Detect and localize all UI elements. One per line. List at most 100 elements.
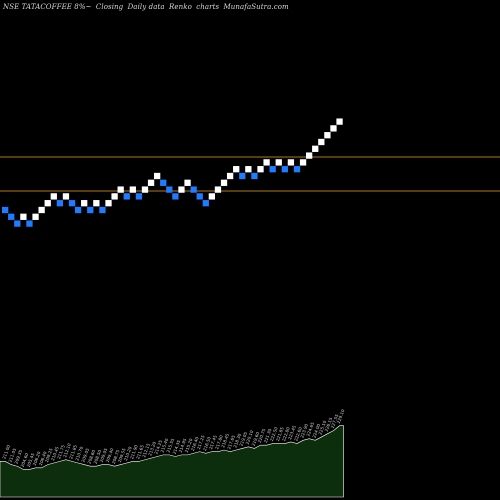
renko-brick-down [56,200,64,207]
charts-label: charts [196,3,220,11]
renko-brick-up [32,213,39,220]
volume-label: 217.25 [196,434,206,450]
volume-label: 210.20 [123,446,133,462]
volume-label: 206.20 [32,450,42,466]
volume-label: 210.70 [74,446,84,462]
renko-brick-up [306,152,313,159]
renko-brick-up [287,159,295,166]
renko-brick-down [190,186,197,193]
renko-brick-up [184,179,191,186]
volume-label: 221.85 [275,426,285,442]
volume-label: 222.60 [293,426,303,442]
volume-label: 222.80 [281,426,291,442]
renko-brick-up [275,159,282,166]
renko-brick-down [251,172,258,180]
volume-label: 211.00 [1,444,11,460]
volume-label: 226.15 [324,416,334,432]
volume-label: 208.60 [87,449,97,465]
renko-brick-down [74,206,82,214]
renko-brick-up [324,132,331,139]
volume-label: 208.50 [93,449,103,465]
renko-brick-down [8,213,15,220]
volume-label: 209.25 [44,447,54,463]
volume-label: 209.40 [105,447,115,463]
renko-brick-up [111,193,118,200]
renko-brick-up [178,186,185,193]
renko-brick-up [233,166,240,173]
renko-brick-up [263,159,270,166]
volume-label: 220.10 [245,429,255,445]
volume-label: 223.90 [299,423,309,439]
daily-label: Daily data [127,3,165,11]
volume-label: 225.10 [318,420,328,436]
renko-brick-down [160,179,167,186]
volume-label: 224.65 [305,421,315,437]
volume-label: 215.20 [184,437,194,453]
volume-label: 217.45 [208,434,218,450]
renko-brick-down [239,172,246,180]
volume-label: 209.05 [80,447,90,463]
renko-brick-down [196,193,203,200]
renko-brick-down [166,186,173,193]
volume-label: 227.55 [330,413,340,429]
volume-label: 223.45 [287,424,297,440]
renko-brick-down [14,220,21,227]
renko-brick-up [50,193,57,200]
renko-brick-down [87,206,94,214]
renko-brick-up [117,186,124,193]
renko-brick-down [202,200,209,207]
renko-brick-up [62,193,70,200]
volume-label: 216.50 [202,436,212,452]
volume-area [0,425,344,498]
renko-brick-up [154,172,161,180]
volume-label: 215.40 [159,437,169,453]
volume-label: 206.40 [38,450,48,466]
volume-label: 216.40 [190,436,200,452]
volume-label: 211.90 [129,444,139,460]
volume-label: 217.65 [226,434,236,450]
volume-label: 220.75 [257,428,267,444]
renko-brick-up [226,172,234,180]
volume-label: 218.30 [232,433,242,449]
volume-label: 219.05 [239,431,249,447]
renko-brick-down [99,206,106,214]
renko-brick-down [2,206,9,214]
renko-brick-up [129,186,136,193]
volume-label: 212.15 [141,442,151,458]
volume-label: 214.35 [172,439,182,455]
renko-brick-down [281,166,288,173]
volume-label: 229.10 [336,408,346,424]
renko-brick-up [299,159,307,166]
renko-brick-up [330,125,337,132]
volume-label: 213.20 [147,441,157,457]
volume-label: 208.75 [111,449,121,465]
renko-brick-up [208,193,216,200]
volume-label: 211.05 [7,447,17,463]
renko-brick-up [336,118,343,125]
volume-label: 212.10 [62,442,72,458]
renko-brick-up [245,166,252,173]
volume-label: 221.30 [263,428,273,444]
renko-brick-down [123,193,130,200]
volume-label: 211.85 [68,444,78,460]
renko-brick-up [312,145,319,152]
volume-label: 211.75 [56,444,66,460]
renko-brick-up [141,186,149,193]
volume-label: 218.45 [220,433,230,449]
renko-brick-up [220,179,228,186]
renko-brick-up [93,200,100,207]
symbol-label: NSE TATACOFFEE 8%~ [3,3,92,11]
renko-brick-up [20,213,27,220]
volume-label: 215.55 [166,437,176,453]
volume-label: 210.45 [50,446,60,462]
volume-label: 214.95 [178,437,188,453]
renko-brick-up [318,138,325,146]
renko-brick-up [147,179,155,186]
volume-label: 204.60 [20,452,30,468]
renko-brick-down [68,200,76,207]
volume-label: 219.60 [251,431,261,447]
brand-label: MunafaSutra.com [223,3,289,11]
chart-header: NSE TATACOFFEE 8%~ Closing Daily data Re… [3,3,291,11]
volume-label: 211.65 [135,444,145,460]
